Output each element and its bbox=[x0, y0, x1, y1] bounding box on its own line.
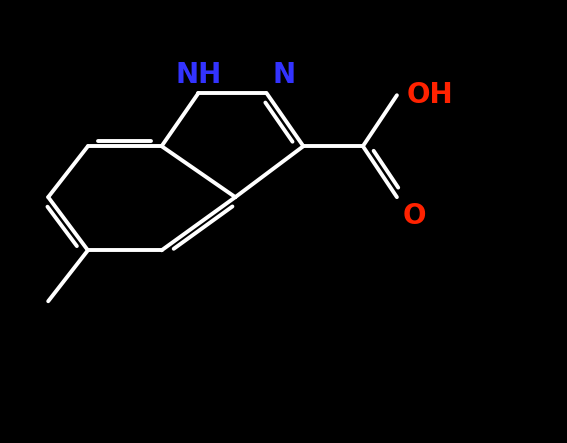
Text: N: N bbox=[272, 61, 295, 89]
Text: O: O bbox=[403, 202, 426, 229]
Text: NH: NH bbox=[175, 61, 222, 89]
Text: OH: OH bbox=[407, 81, 454, 109]
